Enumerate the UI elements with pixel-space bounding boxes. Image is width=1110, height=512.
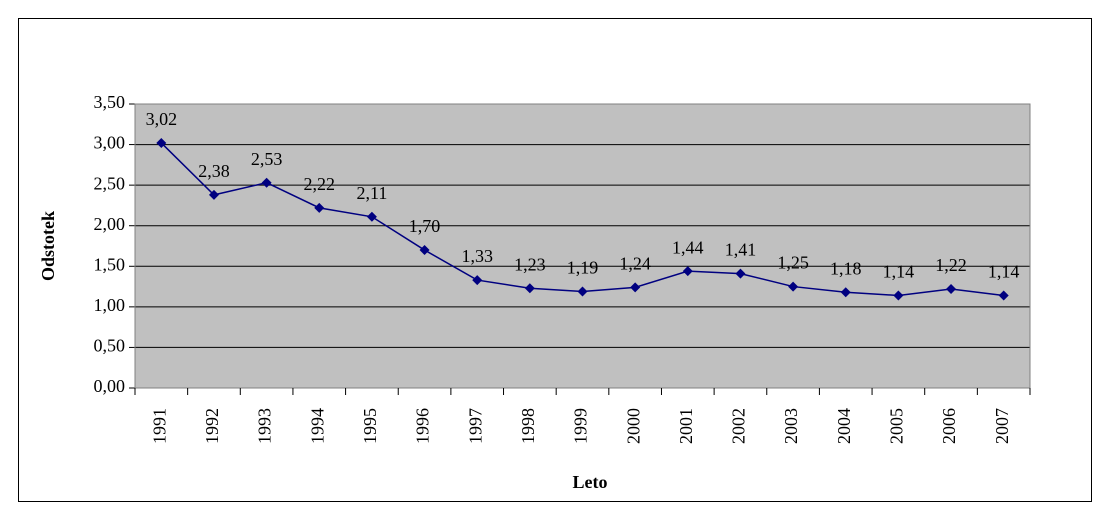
data-label: 2,11 (356, 183, 387, 203)
x-tick-label: 2006 (939, 408, 959, 444)
x-axis-label: Leto (573, 472, 608, 492)
data-label: 1,24 (619, 254, 651, 274)
x-tick-label: 2003 (781, 408, 801, 444)
data-point (419, 245, 430, 256)
x-tick-label: 1998 (518, 408, 538, 444)
data-point (735, 268, 746, 279)
data-label: 1,44 (672, 237, 704, 257)
y-tick-label: 0,00 (94, 376, 126, 396)
data-point (682, 266, 693, 277)
x-tick-label: 2001 (676, 408, 696, 444)
data-label: 1,14 (883, 262, 915, 282)
x-tick-label: 1991 (149, 408, 169, 444)
x-tick-label: 1996 (413, 408, 433, 444)
x-tick-label: 2005 (887, 408, 907, 444)
x-tick-label: 1997 (465, 408, 485, 444)
data-label: 1,18 (830, 258, 862, 278)
y-tick-label: 2,50 (94, 173, 126, 193)
data-point (998, 290, 1009, 301)
data-point (524, 283, 535, 294)
data-label: 1,41 (725, 240, 757, 260)
data-point (156, 137, 167, 148)
x-tick-label: 1992 (202, 408, 222, 444)
data-point (946, 284, 957, 295)
y-axis-label: Odstotek (38, 211, 58, 281)
data-point (261, 177, 272, 188)
x-tick-label: 1993 (255, 408, 275, 444)
y-tick-label: 3,00 (94, 133, 126, 153)
data-point (630, 282, 641, 293)
data-label: 2,38 (198, 161, 230, 181)
data-point (472, 275, 483, 286)
data-label: 1,25 (777, 253, 809, 273)
x-tick-label: 1995 (360, 408, 380, 444)
data-label: 1,19 (567, 258, 599, 278)
x-tick-label: 1999 (571, 408, 591, 444)
x-tick-label: 2000 (623, 408, 643, 444)
y-tick-label: 1,50 (94, 254, 126, 274)
x-tick-label: 2004 (834, 408, 854, 444)
x-tick-label: 2002 (729, 408, 749, 444)
y-tick-label: 1,00 (94, 295, 126, 315)
y-tick-label: 0,50 (94, 336, 126, 356)
plot-border (134, 103, 1031, 389)
data-point (840, 287, 851, 298)
data-point (366, 211, 377, 222)
data-label: 2,53 (251, 149, 283, 169)
data-label: 1,14 (988, 262, 1020, 282)
data-point (893, 290, 904, 301)
data-label: 1,33 (461, 246, 493, 266)
data-label: 3,02 (146, 109, 178, 129)
data-label: 2,22 (304, 174, 336, 194)
y-tick-label: 3,50 (94, 92, 126, 112)
data-point (208, 189, 219, 200)
plot-area (135, 104, 1030, 388)
data-point (577, 286, 588, 297)
y-tick-label: 2,00 (94, 214, 126, 234)
data-point (788, 281, 799, 292)
data-label: 1,70 (409, 216, 441, 236)
data-label: 1,23 (514, 254, 546, 274)
x-tick-label: 1994 (307, 408, 327, 444)
data-label: 1,22 (935, 255, 967, 275)
data-point (314, 202, 325, 213)
x-tick-label: 2007 (992, 408, 1012, 444)
